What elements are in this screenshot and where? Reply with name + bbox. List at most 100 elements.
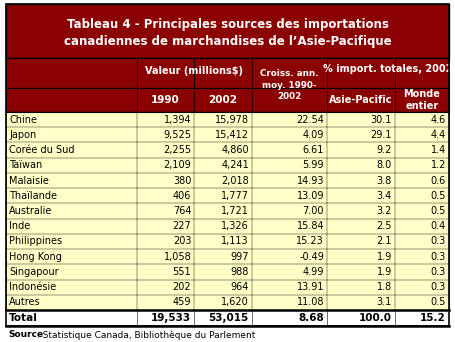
Bar [6, 88, 449, 112]
Bar [6, 219, 449, 234]
Text: 15.23: 15.23 [296, 236, 324, 247]
Bar [136, 88, 194, 112]
Text: Indonésie: Indonésie [9, 282, 56, 292]
Text: 11.08: 11.08 [297, 298, 324, 307]
Text: 4.4: 4.4 [431, 130, 446, 140]
Text: 0.5: 0.5 [430, 298, 446, 307]
Text: 0.6: 0.6 [431, 175, 446, 186]
Text: 19,533: 19,533 [151, 313, 191, 323]
Text: Singapour: Singapour [9, 267, 59, 277]
Text: 15,412: 15,412 [215, 130, 249, 140]
Bar [6, 4, 449, 58]
Text: 2,018: 2,018 [221, 175, 249, 186]
Text: 2,255: 2,255 [163, 145, 191, 155]
Text: 227: 227 [172, 221, 191, 231]
Text: 1,058: 1,058 [163, 252, 191, 262]
Text: Thaïlande: Thaïlande [9, 191, 57, 201]
Text: 1.2: 1.2 [430, 160, 446, 170]
Text: 1.8: 1.8 [377, 282, 392, 292]
Text: 29.1: 29.1 [370, 130, 392, 140]
Text: 0.3: 0.3 [431, 267, 446, 277]
Text: Croiss. ann.
moy. 1990-
2002: Croiss. ann. moy. 1990- 2002 [260, 69, 319, 101]
Bar [6, 173, 449, 188]
Text: 30.1: 30.1 [370, 115, 392, 124]
Text: 3.2: 3.2 [377, 206, 392, 216]
Text: 8.0: 8.0 [377, 160, 392, 170]
Text: 988: 988 [231, 267, 249, 277]
Text: 7.00: 7.00 [303, 206, 324, 216]
Bar [194, 88, 252, 112]
Text: 4.6: 4.6 [431, 115, 446, 124]
Text: 1990: 1990 [151, 95, 180, 105]
Text: 15,978: 15,978 [215, 115, 249, 124]
Bar [6, 234, 449, 249]
Bar [6, 203, 449, 219]
Bar [6, 112, 449, 127]
Text: 15.2: 15.2 [420, 313, 446, 323]
Bar [6, 58, 449, 88]
Text: 202: 202 [172, 282, 191, 292]
Bar [6, 295, 449, 310]
Text: 380: 380 [173, 175, 191, 186]
Text: Inde: Inde [9, 221, 30, 231]
Text: 22.54: 22.54 [296, 115, 324, 124]
Text: 13.91: 13.91 [297, 282, 324, 292]
Text: Asie-Pacific: Asie-Pacific [329, 95, 393, 105]
Text: Japon: Japon [9, 130, 36, 140]
Bar [6, 158, 449, 173]
Text: 4,860: 4,860 [221, 145, 249, 155]
Text: 3.8: 3.8 [377, 175, 392, 186]
Text: 2.1: 2.1 [377, 236, 392, 247]
Text: Corée du Sud: Corée du Sud [9, 145, 75, 155]
Text: % import. totales, 2002: % import. totales, 2002 [324, 64, 453, 74]
Text: Monde
entier: Monde entier [404, 89, 440, 111]
Text: 3.1: 3.1 [377, 298, 392, 307]
Text: Malaisie: Malaisie [9, 175, 49, 186]
Text: 459: 459 [173, 298, 191, 307]
Bar [6, 127, 449, 143]
Text: 4,241: 4,241 [221, 160, 249, 170]
Text: 1.9: 1.9 [377, 252, 392, 262]
Text: 551: 551 [172, 267, 191, 277]
Text: 406: 406 [173, 191, 191, 201]
Text: 4.09: 4.09 [303, 130, 324, 140]
Text: 0.4: 0.4 [431, 221, 446, 231]
Text: 0.3: 0.3 [431, 282, 446, 292]
Text: : Statistique Canada, Bibliothèque du Parlement: : Statistique Canada, Bibliothèque du Pa… [34, 330, 255, 340]
Text: 0.3: 0.3 [431, 236, 446, 247]
Text: 9.2: 9.2 [377, 145, 392, 155]
Text: Autres: Autres [9, 298, 40, 307]
Text: Tableau 4 - Principales sources des importations: Tableau 4 - Principales sources des impo… [66, 18, 389, 31]
Bar [6, 143, 449, 158]
Text: Philippines: Philippines [9, 236, 62, 247]
Text: 100.0: 100.0 [359, 313, 392, 323]
Text: 1,777: 1,777 [221, 191, 249, 201]
Text: 1,394: 1,394 [164, 115, 191, 124]
Text: Source: Source [8, 330, 43, 339]
Text: 1,721: 1,721 [221, 206, 249, 216]
Bar [6, 264, 449, 279]
Text: Valeur (millions$): Valeur (millions$) [145, 66, 243, 77]
Text: Australie: Australie [9, 206, 52, 216]
Text: 15.84: 15.84 [297, 221, 324, 231]
Text: canadiennes de marchandises de l’Asie-Pacifique: canadiennes de marchandises de l’Asie-Pa… [64, 35, 391, 48]
Text: 964: 964 [231, 282, 249, 292]
Text: 1,620: 1,620 [221, 298, 249, 307]
Text: 0.5: 0.5 [430, 191, 446, 201]
Bar [6, 249, 449, 264]
Bar [6, 279, 449, 295]
Text: 8.68: 8.68 [298, 313, 324, 323]
Text: 1,113: 1,113 [221, 236, 249, 247]
Text: 6.61: 6.61 [303, 145, 324, 155]
Text: 5.99: 5.99 [303, 160, 324, 170]
Text: 53,015: 53,015 [208, 313, 249, 323]
Text: 13.09: 13.09 [297, 191, 324, 201]
Text: 997: 997 [230, 252, 249, 262]
Bar [6, 310, 449, 326]
Text: 0.3: 0.3 [431, 252, 446, 262]
Text: 2.5: 2.5 [376, 221, 392, 231]
Text: 2002: 2002 [208, 95, 238, 105]
Text: 203: 203 [173, 236, 191, 247]
Text: -0.49: -0.49 [299, 252, 324, 262]
Text: 1.9: 1.9 [377, 267, 392, 277]
